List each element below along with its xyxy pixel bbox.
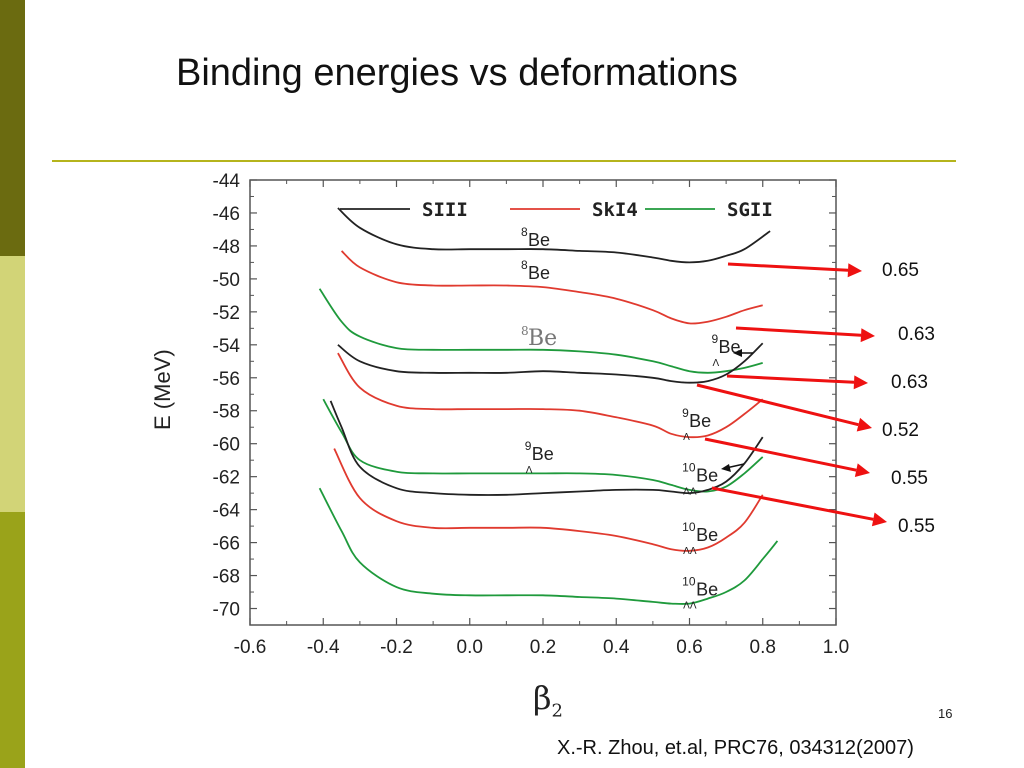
curve-label-mass: 10 [682,461,696,475]
annotation-arrowhead [856,417,872,432]
title-underline [52,160,956,162]
y-tick-label: -56 [213,369,240,390]
annotation-arrow [735,326,862,337]
annotation-value: 0.52 [882,420,919,441]
y-tick-label: -58 [213,402,240,423]
x-tick-label: 0.8 [750,637,776,658]
annotation-arrowhead [853,375,868,390]
x-tick-label: 1.0 [823,637,849,658]
x-axis-label: β2 [533,679,563,722]
y-tick-label: -50 [213,270,240,291]
annotation-arrowhead [854,463,870,478]
x-tick-label: -0.6 [234,637,267,658]
curve-label-mass: 9 [711,332,718,346]
annotation-arrow [711,486,874,521]
curve-label-mass: 8 [521,324,529,338]
annotation-value: 0.55 [898,516,935,537]
curve-label-symbol: Be [696,525,718,545]
curve-label-mass: 8 [521,258,528,272]
curve-label-symbol: Be [696,579,718,599]
series-line-siii [337,207,771,264]
annotation-arrow [696,383,859,427]
series-line-ski4 [340,250,763,325]
series-line-sgii [318,288,763,374]
y-tick-label: -46 [213,204,240,225]
x-tick-label: 0.2 [530,637,556,658]
x-tick-label: -0.4 [307,637,340,658]
y-tick-label: -54 [213,336,241,357]
y-tick-label: -44 [213,171,241,192]
annotation-arrow [727,262,849,272]
curve-label-hyperon: ΛΛ [683,600,697,611]
y-tick-label: -60 [213,435,240,456]
sidebar-decoration [0,0,25,768]
y-tick-label: -70 [213,600,240,621]
y-axis-label: E (MeV) [150,349,175,430]
sidebar-block-light [0,256,25,512]
sidebar-block-mid [0,512,25,768]
annotation-arrowhead [860,328,875,343]
curve-label-hyperon: Λ [712,358,719,369]
y-tick-label: -66 [213,534,240,555]
annotation-value: 0.63 [898,324,935,345]
series-line-sgii [318,487,779,605]
pointer-arrowhead [721,464,731,472]
curve-label-symbol: Be [528,263,550,283]
y-tick-label: -52 [213,303,240,324]
annotation-arrowhead [847,263,862,278]
x-tick-label: 0.6 [676,637,702,658]
annotation-arrowhead [871,512,887,527]
legend-label: SGII [727,199,773,221]
curve-label-mass: 9 [682,406,689,420]
curve-label-hyperon: Λ [683,432,690,443]
series-line-ski4 [333,448,764,552]
annotation-arrow [726,374,855,384]
series-line-sgii [322,398,764,493]
curve-label-hyperon: Λ [526,465,533,476]
y-tick-label: -68 [213,567,240,588]
curve-label-symbol: Be [696,466,718,486]
x-tick-label: 0.4 [603,637,630,658]
curve-label-mass: 10 [682,520,696,534]
annotation-arrow [704,437,857,472]
sidebar-block-dark [0,0,25,256]
page-number: 16 [938,706,953,721]
legend-label: SkI4 [592,199,638,221]
curve-label-symbol: Be [718,337,740,357]
curve-label-mass: 8 [521,225,528,239]
y-tick-label: -62 [213,468,240,489]
slide-title: Binding energies vs deformations [176,52,738,94]
curve-label-mass: 10 [682,574,696,588]
series-line-ski4 [337,352,764,439]
curve-label-mass: 9 [525,439,532,453]
curve-label-symbol: Be [528,230,550,250]
curve-label-symbol: Be [689,411,711,431]
annotation-value: 0.65 [882,260,919,281]
annotation-value: 0.63 [891,372,928,393]
legend-label: SIII [422,199,468,221]
y-tick-label: -64 [213,501,241,522]
curve-label-hyperon: ΛΛ [683,546,697,557]
y-tick-label: -48 [213,237,240,258]
annotation-value: 0.55 [891,468,928,489]
pointer-arrowhead [733,349,742,357]
series-line-siii [337,342,764,384]
curve-label-symbol: Be [528,326,557,351]
curve-label-hyperon: ΛΛ [683,487,697,498]
x-tick-label: -0.2 [380,637,413,658]
curve-label-symbol: Be [532,444,554,464]
citation: X.-R. Zhou, et.al, PRC76, 034312(2007) [557,737,914,759]
x-tick-label: 0.0 [457,637,483,658]
